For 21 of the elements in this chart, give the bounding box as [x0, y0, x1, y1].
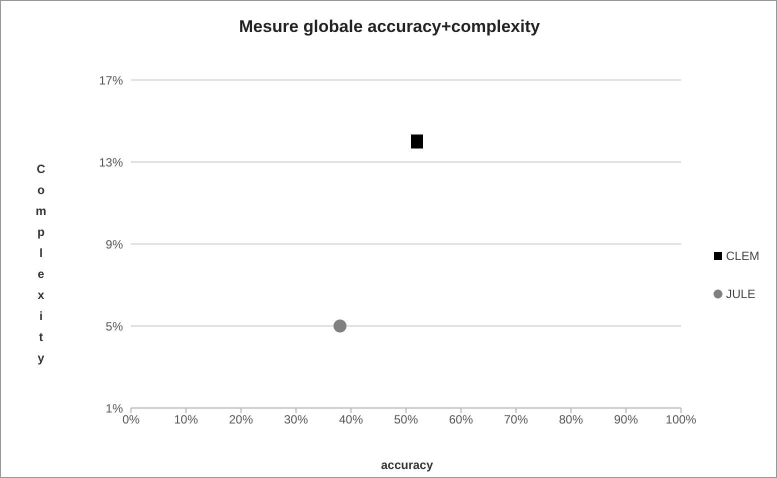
legend-label: CLEM: [725, 248, 760, 265]
x-tick-label: 30%: [284, 412, 308, 427]
legend-label: JULE: [725, 286, 756, 303]
x-axis-title: accuracy: [380, 458, 434, 472]
x-tick-label: 90%: [614, 412, 638, 427]
y-tick-label: 17%: [98, 73, 124, 88]
x-tick-label: 40%: [338, 412, 364, 427]
x-tick-label: 100%: [666, 412, 697, 427]
y-tick-label: 13%: [98, 155, 124, 170]
y-tick-label: 1%: [106, 401, 124, 416]
y-tick-label: 5%: [106, 319, 124, 334]
x-tick-label: 80%: [558, 412, 584, 427]
text: Complexity: [36, 162, 46, 365]
x-tick-label: 50%: [394, 412, 418, 427]
x-tick-label: 10%: [174, 412, 198, 427]
x-tick-label: 0%: [122, 412, 140, 427]
y-tick-label: 9%: [106, 237, 124, 252]
x-tick-label: 70%: [504, 412, 528, 427]
x-tick-label: 60%: [448, 412, 474, 427]
chart-title: Mesure globale accuracy+complexity: [238, 17, 541, 37]
x-tick-label: 20%: [228, 412, 254, 427]
